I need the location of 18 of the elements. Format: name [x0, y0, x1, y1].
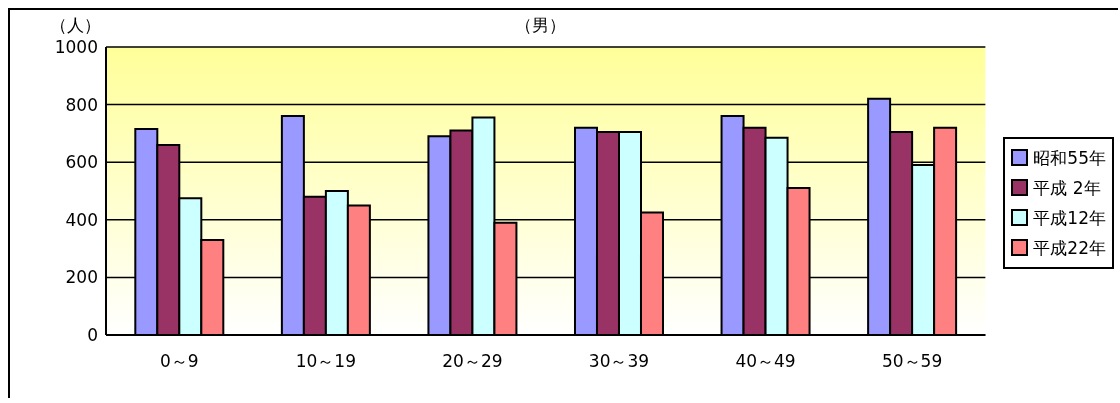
x-tick-label: 10～19: [295, 351, 356, 372]
y-tick-label: 0: [87, 325, 98, 346]
legend-label: 平成 2年: [1033, 176, 1101, 200]
legend-label: 平成12年: [1033, 206, 1106, 230]
y-tick-label: 400: [65, 209, 98, 230]
x-tick-label: 40～49: [735, 351, 796, 372]
legend-label: 平成22年: [1033, 236, 1106, 260]
y-tick-label: 200: [65, 267, 98, 288]
x-tick-label: 20～29: [442, 351, 503, 372]
x-tick-label: 0～9: [159, 351, 199, 372]
legend-label: 昭和55年: [1033, 146, 1106, 170]
y-tick-label: 600: [65, 152, 98, 173]
chart-title: （男）: [513, 14, 567, 37]
y-axis-title: （人）: [50, 14, 101, 37]
x-tick-label: 30～39: [588, 351, 650, 372]
y-tick-label: 1000: [54, 37, 98, 58]
y-tick-label: 800: [65, 94, 98, 115]
x-tick-label: 50～59: [881, 351, 943, 372]
